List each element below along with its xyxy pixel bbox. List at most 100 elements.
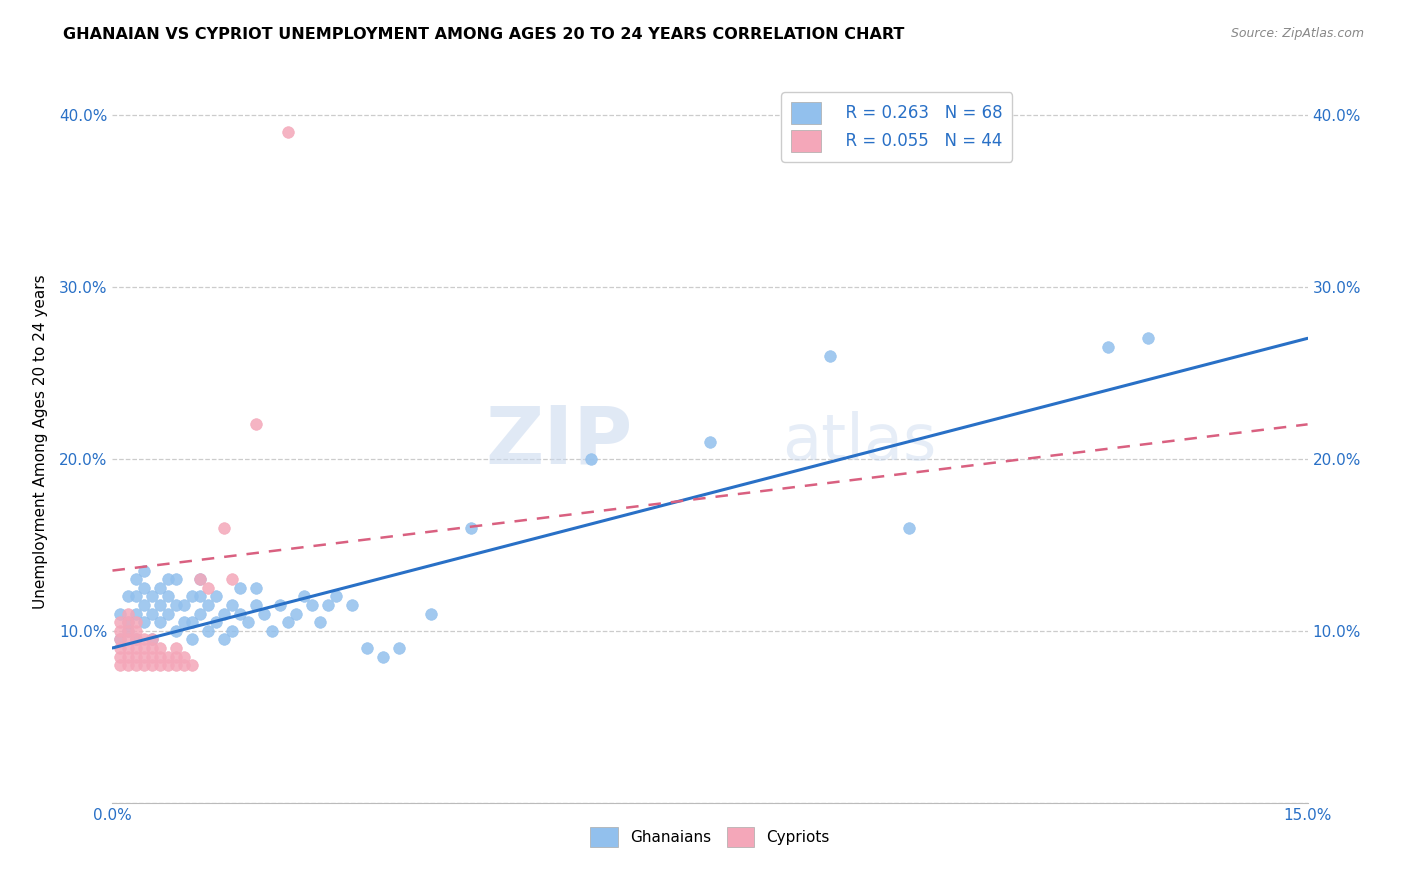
Point	[699, 434, 721, 449]
Point	[173, 598, 195, 612]
Y-axis label: Unemployment Among Ages 20 to 24 years: Unemployment Among Ages 20 to 24 years	[32, 274, 48, 609]
Point	[277, 615, 299, 630]
Point	[277, 125, 299, 139]
Point	[110, 624, 132, 638]
Point	[165, 598, 187, 612]
Point	[141, 632, 163, 647]
Point	[149, 615, 172, 630]
Point	[292, 590, 315, 604]
Legend: Ghanaians, Cypriots: Ghanaians, Cypriots	[585, 822, 835, 853]
Point	[188, 572, 211, 586]
Point	[125, 624, 148, 638]
Point	[117, 624, 139, 638]
Point	[149, 598, 172, 612]
Point	[188, 607, 211, 621]
Text: Source: ZipAtlas.com: Source: ZipAtlas.com	[1230, 27, 1364, 40]
Point	[221, 624, 243, 638]
Point	[388, 640, 411, 655]
Point	[229, 581, 252, 595]
Point	[260, 624, 283, 638]
Point	[134, 632, 156, 647]
Point	[245, 598, 267, 612]
Text: GHANAIAN VS CYPRIOT UNEMPLOYMENT AMONG AGES 20 TO 24 YEARS CORRELATION CHART: GHANAIAN VS CYPRIOT UNEMPLOYMENT AMONG A…	[63, 27, 904, 42]
Point	[356, 640, 378, 655]
Point	[157, 590, 180, 604]
Point	[205, 590, 228, 604]
Point	[173, 649, 195, 664]
Point	[301, 598, 323, 612]
Point	[165, 640, 187, 655]
Point	[134, 658, 156, 673]
Point	[110, 632, 132, 647]
Point	[420, 607, 443, 621]
Point	[212, 520, 235, 534]
Point	[117, 658, 139, 673]
Point	[373, 649, 395, 664]
Point	[181, 590, 204, 604]
Point	[197, 624, 219, 638]
Point	[134, 615, 156, 630]
Point	[245, 581, 267, 595]
Point	[110, 658, 132, 673]
Point	[188, 590, 211, 604]
Point	[284, 607, 307, 621]
Point	[117, 632, 139, 647]
Point	[117, 615, 139, 630]
Point	[117, 590, 139, 604]
Point	[898, 520, 921, 534]
Point	[165, 658, 187, 673]
Point	[229, 607, 252, 621]
Point	[141, 640, 163, 655]
Point	[181, 632, 204, 647]
Point	[134, 640, 156, 655]
Point	[173, 615, 195, 630]
Point	[579, 451, 602, 466]
Point	[236, 615, 259, 630]
Point	[221, 598, 243, 612]
Point	[165, 572, 187, 586]
Point	[134, 581, 156, 595]
Point	[125, 615, 148, 630]
Point	[197, 581, 219, 595]
Point	[325, 590, 347, 604]
Point	[818, 349, 841, 363]
Point	[157, 649, 180, 664]
Point	[1137, 331, 1160, 345]
Point	[212, 607, 235, 621]
Point	[125, 640, 148, 655]
Point	[141, 632, 163, 647]
Text: ZIP: ZIP	[485, 402, 633, 481]
Point	[188, 572, 211, 586]
Point	[134, 564, 156, 578]
Point	[165, 624, 187, 638]
Point	[117, 615, 139, 630]
Point	[110, 640, 132, 655]
Point	[125, 590, 148, 604]
Point	[205, 615, 228, 630]
Point	[134, 598, 156, 612]
Point	[316, 598, 339, 612]
Point	[157, 572, 180, 586]
Point	[245, 417, 267, 432]
Point	[460, 520, 482, 534]
Point	[125, 658, 148, 673]
Point	[141, 607, 163, 621]
Point	[117, 649, 139, 664]
Point	[125, 572, 148, 586]
Point	[110, 632, 132, 647]
Point	[165, 649, 187, 664]
Point	[110, 649, 132, 664]
Point	[340, 598, 363, 612]
Point	[253, 607, 276, 621]
Point	[117, 607, 139, 621]
Point	[197, 598, 219, 612]
Point	[125, 649, 148, 664]
Point	[117, 640, 139, 655]
Point	[221, 572, 243, 586]
Point	[149, 658, 172, 673]
Point	[117, 624, 139, 638]
Point	[134, 649, 156, 664]
Text: atlas: atlas	[782, 410, 936, 473]
Point	[1097, 340, 1119, 354]
Point	[110, 607, 132, 621]
